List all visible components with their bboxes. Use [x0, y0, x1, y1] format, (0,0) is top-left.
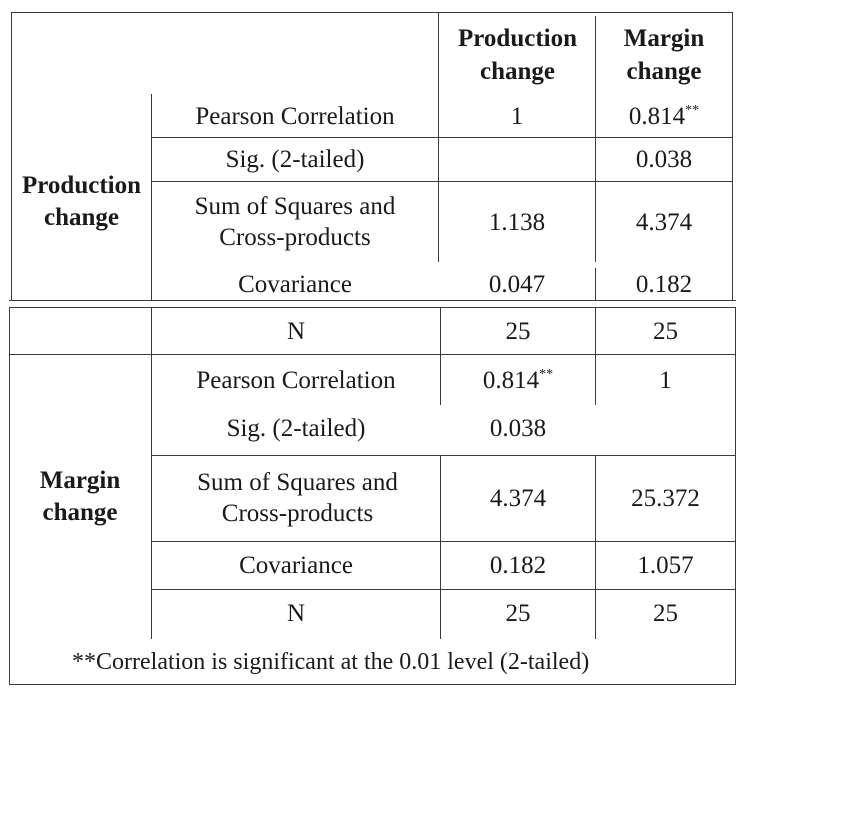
significance-marker: **: [685, 103, 700, 118]
value-text: 25: [653, 599, 678, 627]
value-cell: 25: [441, 590, 595, 636]
stat-label: Sig. (2-tailed): [152, 138, 438, 181]
stat-text: Pearson Correlation: [196, 366, 396, 394]
value-cell: 0.814**: [596, 96, 732, 137]
stat-label: Covariance: [152, 542, 440, 589]
stat-text: N: [286, 599, 306, 627]
group1-label: Production change: [22, 172, 141, 231]
value-text: 0.814: [628, 103, 686, 130]
stat-label: N: [152, 308, 440, 354]
value-text: 0.182: [635, 270, 693, 298]
value-cell: 25.372: [596, 460, 735, 536]
group2-label: Margin change: [39, 467, 121, 526]
value-text: 0.047: [488, 270, 546, 298]
stat-label: Sum of Squares and Cross-products: [160, 186, 430, 258]
stat-label: Pearson Correlation: [152, 96, 438, 137]
value-cell: 0.038: [441, 406, 595, 450]
header-col2-label: Margin change: [623, 25, 705, 85]
stat-label: Sig. (2-tailed): [152, 406, 440, 450]
stat-text: Sig. (2-tailed): [225, 146, 365, 173]
value-text: 25: [653, 317, 678, 345]
stat-text: Pearson Correlation: [195, 103, 395, 130]
stat-label: Sum of Squares and Cross-products: [165, 460, 430, 536]
value-cell: 1.138: [439, 186, 595, 258]
value-cell: 1: [439, 96, 595, 137]
value-cell: 25: [596, 308, 735, 354]
footnote: **Correlation is significant at the 0.01…: [72, 649, 590, 675]
header-margin-change: Margin change: [596, 20, 732, 90]
value-cell: 0.814**: [441, 358, 595, 402]
value-text: 25.372: [631, 484, 700, 512]
stat-label: N: [152, 590, 440, 636]
value-text: 0.182: [489, 552, 547, 579]
row-group-production-change: Production change: [12, 165, 151, 239]
value-cell: 1: [596, 358, 735, 402]
value-text: 25: [505, 317, 531, 345]
value-text: 0.814: [482, 366, 540, 394]
value-text: 4.374: [489, 484, 547, 512]
value-text: 0.038: [489, 414, 547, 442]
value-text: 1: [659, 366, 672, 394]
value-cell: [439, 138, 595, 181]
value-text: 1.057: [637, 552, 694, 579]
stat-text: Covariance: [239, 552, 353, 579]
stat-label: Pearson Correlation: [152, 358, 440, 402]
header-production-change: Production change: [440, 20, 595, 90]
value-text: 0.038: [635, 146, 693, 173]
value-cell: 0.182: [596, 266, 732, 302]
value-cell: 25: [596, 590, 735, 636]
stat-text: Sum of Squares and Cross-products: [197, 469, 398, 527]
header-col1-label: Production change: [458, 25, 577, 85]
value-text: 1.138: [488, 208, 546, 236]
value-cell: 0.182: [441, 542, 595, 589]
stat-label: Covariance: [152, 266, 438, 302]
value-text: 25: [505, 599, 531, 627]
value-cell: [596, 406, 735, 450]
value-text: 1: [510, 103, 524, 130]
row-group-margin-change: Margin change: [30, 460, 130, 534]
value-cell: 4.374: [441, 460, 595, 536]
value-cell: 0.047: [439, 266, 595, 302]
value-cell: 1.057: [596, 542, 735, 589]
stat-text: Sum of Squares and Cross-products: [194, 193, 396, 251]
significance-marker: **: [539, 366, 554, 382]
value-cell: 0.038: [596, 138, 732, 181]
value-text: 4.374: [635, 208, 693, 236]
stat-text: Covariance: [238, 270, 352, 298]
stat-text: N: [286, 317, 306, 345]
value-cell: 25: [441, 308, 595, 354]
value-cell: 4.374: [596, 186, 732, 258]
stat-text: Sig. (2-tailed): [226, 414, 366, 442]
